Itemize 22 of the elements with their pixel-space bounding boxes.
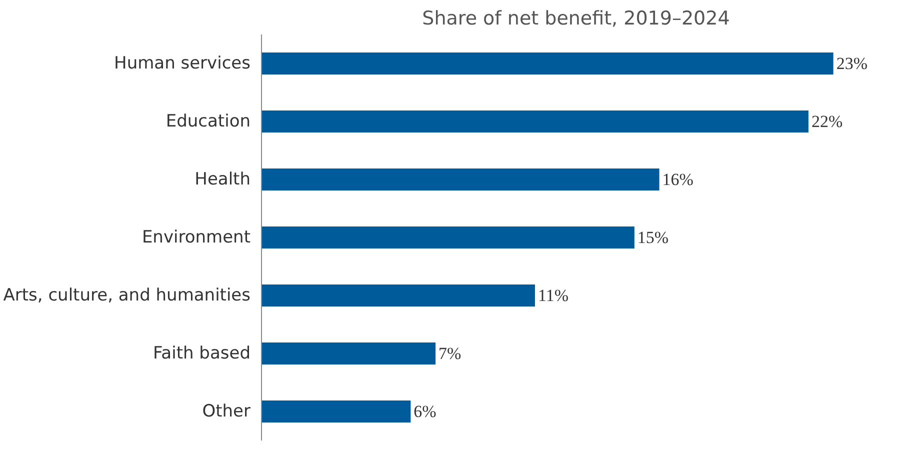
y-tick-label: Health [194,170,251,190]
bar [262,110,808,133]
data-label: 16% [662,170,694,189]
bar [262,400,411,423]
y-tick-label: Other [202,402,251,422]
y-tick-label: Education [166,112,251,132]
data-label: 22% [811,112,843,131]
data-label: 11% [538,286,569,305]
y-tick-label: Human services [114,54,251,74]
bar [262,284,535,307]
y-tick-label: Arts, culture, and humanities [3,286,251,306]
bar [262,52,834,75]
y-tick-label: Faith based [152,344,251,364]
data-label: 6% [414,402,436,421]
data-label: 7% [438,344,462,363]
bar [262,342,436,365]
bar [262,226,634,249]
chart-title: Share of net benefit, 2019–2024 [422,8,730,30]
y-tick-label: Environment [142,228,251,248]
data-label: 15% [637,228,669,247]
data-label: 23% [836,54,868,73]
bar [262,168,660,191]
